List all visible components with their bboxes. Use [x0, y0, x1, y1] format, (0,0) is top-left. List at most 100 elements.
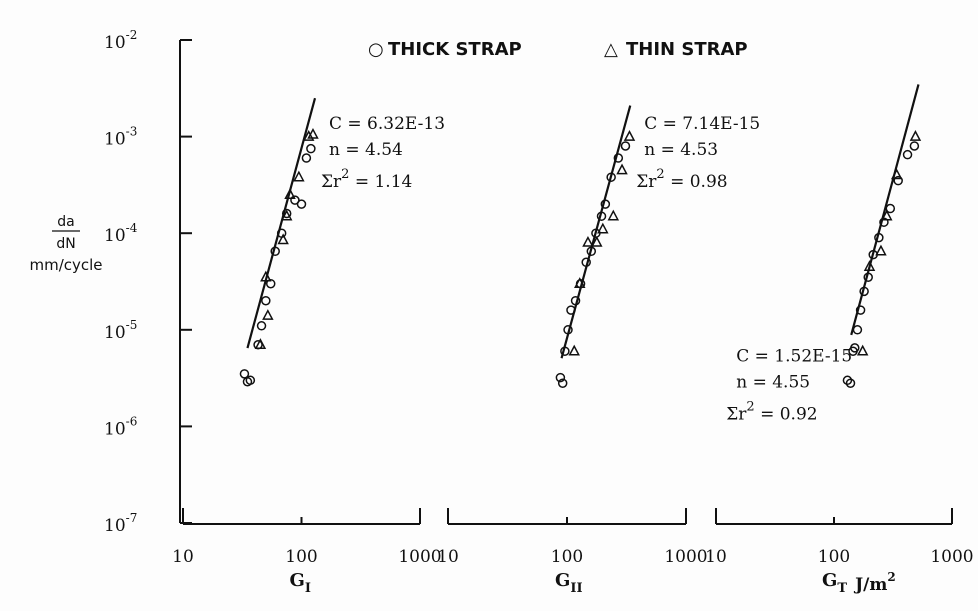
panel-II: 10 100 1000 GII C = 7.14E-15 n = 4.53 Σr2 = 0.… — [437, 105, 760, 596]
thick-strap-point — [296, 199, 307, 209]
thin-strap-point — [568, 344, 580, 356]
thin-strap-point — [881, 209, 893, 221]
y-axis-label: da dN mm/cycle — [29, 214, 102, 274]
y-label-denominator: dN — [56, 236, 75, 252]
thick-strap-point — [859, 286, 869, 297]
y-tick-label: 10-5 — [104, 318, 137, 343]
x-tick-label: 1000 — [664, 547, 707, 567]
thin-strap-point — [582, 235, 594, 247]
y-label-unit: mm/cycle — [29, 256, 102, 274]
thick-strap-point — [306, 143, 316, 154]
thin-strap-point — [262, 309, 274, 320]
thin-strap-point — [856, 344, 869, 356]
thick-strap-point — [290, 195, 300, 205]
thick-strap-point — [281, 208, 292, 219]
x-tick-label: 100 — [551, 547, 583, 567]
thick-strap-point — [557, 378, 568, 388]
fit-c-value: C = 6.32E-13 — [329, 114, 445, 134]
thin-strap-point — [607, 209, 620, 221]
x-tick-label: 10 — [172, 547, 194, 567]
thick-strap-point — [852, 325, 863, 335]
x-tick-label: 1000 — [398, 547, 441, 567]
thick-strap-point — [570, 295, 581, 306]
thick-strap-point — [885, 203, 896, 214]
thin-strap-point — [597, 222, 609, 234]
x-axis-label: GI — [290, 570, 311, 596]
y-axis: 10-2 10-3 10-4 10-5 10-6 10-7 — [104, 28, 192, 536]
thick-strap-point — [600, 199, 611, 209]
y-tick-label: 10-6 — [104, 414, 137, 439]
thin-strap-point — [623, 129, 636, 141]
fit-n-value: n = 4.55 — [736, 372, 810, 392]
thin-strap-point — [254, 338, 267, 350]
thick-strap-point — [566, 305, 576, 315]
fit-c-value: C = 7.14E-15 — [644, 114, 760, 134]
y-tick-label: 10-3 — [104, 125, 137, 150]
thick-strap-point — [620, 141, 631, 151]
legend-thick-symbol: ○ — [368, 39, 384, 60]
legend-thin-symbol: △ — [604, 39, 618, 60]
fit-c-value: C = 1.52E-15 — [736, 346, 852, 366]
thin-strap-point — [280, 209, 293, 221]
fit-n-value: n = 4.53 — [644, 140, 718, 160]
thick-strap-point — [265, 278, 276, 289]
thin-strap-point — [863, 260, 876, 271]
fit-line — [246, 97, 317, 349]
thick-strap-point — [606, 172, 616, 182]
x-tick-label: 100 — [818, 547, 850, 567]
y-tick-label: 10-4 — [104, 221, 138, 246]
legend-thin-label: THIN STRAP — [626, 39, 748, 60]
thick-strap-point — [563, 325, 573, 335]
thick-strap-point — [613, 153, 624, 163]
x-tick-label: 1000 — [930, 547, 973, 567]
thick-strap-point — [850, 343, 860, 353]
fit-line — [560, 105, 632, 359]
fit-n-value: n = 4.54 — [329, 140, 403, 160]
thick-strap-point — [555, 372, 566, 383]
y-label-numerator: da — [57, 214, 74, 230]
y-tick-label: 10-7 — [104, 511, 137, 536]
legend: ○ THICK STRAP △ THIN STRAP — [368, 39, 748, 60]
thick-strap-point — [581, 257, 591, 268]
thick-strap-point — [270, 246, 280, 257]
thin-strap-point — [284, 188, 296, 200]
thick-strap-point — [596, 211, 607, 221]
fit-line — [850, 84, 920, 336]
thick-strap-point — [893, 175, 903, 186]
x-tick-label: 10 — [705, 547, 727, 567]
thin-strap-point — [875, 244, 887, 256]
fit-r2-value: Σr2 = 1.14 — [321, 167, 412, 192]
chart-panels: 10 100 1000 GI C = 6.32E-13 n = 4.54 Σr2 = 1.1… — [172, 84, 974, 596]
thick-strap-point — [874, 232, 884, 243]
thin-strap-point — [302, 129, 315, 141]
thin-strap-point — [277, 233, 289, 245]
y-tick-label: 10-2 — [104, 28, 137, 53]
thick-strap-point — [902, 149, 913, 160]
thick-strap-point — [845, 378, 856, 388]
thick-strap-point — [261, 295, 271, 306]
x-axis-label: GT J/m2 — [822, 570, 896, 596]
thick-strap-point — [586, 246, 597, 257]
fit-r2-value: Σr2 = 0.92 — [726, 399, 817, 424]
thin-strap-point — [616, 163, 628, 175]
x-tick-label: 10 — [437, 547, 459, 567]
thick-strap-point — [239, 369, 250, 379]
thick-strap-point — [842, 375, 853, 386]
x-axis-label: GII — [555, 570, 583, 596]
legend-thick-label: THICK STRAP — [388, 39, 522, 60]
thick-strap-point — [879, 217, 889, 227]
fit-r2-value: Σr2 = 0.98 — [636, 167, 727, 192]
thick-strap-point — [301, 153, 312, 163]
thin-strap-point — [307, 127, 319, 139]
thick-strap-point — [909, 141, 920, 151]
thick-strap-point — [855, 305, 866, 315]
thin-strap-point — [574, 277, 586, 288]
thin-strap-point — [909, 129, 922, 141]
x-tick-label: 100 — [285, 547, 317, 567]
panel-I: 10 100 1000 GI C = 6.32E-13 n = 4.54 Σr2 = 1.1… — [172, 97, 445, 596]
thick-strap-point — [560, 346, 570, 356]
thin-strap-point — [260, 270, 272, 282]
thick-strap-point — [256, 321, 267, 331]
